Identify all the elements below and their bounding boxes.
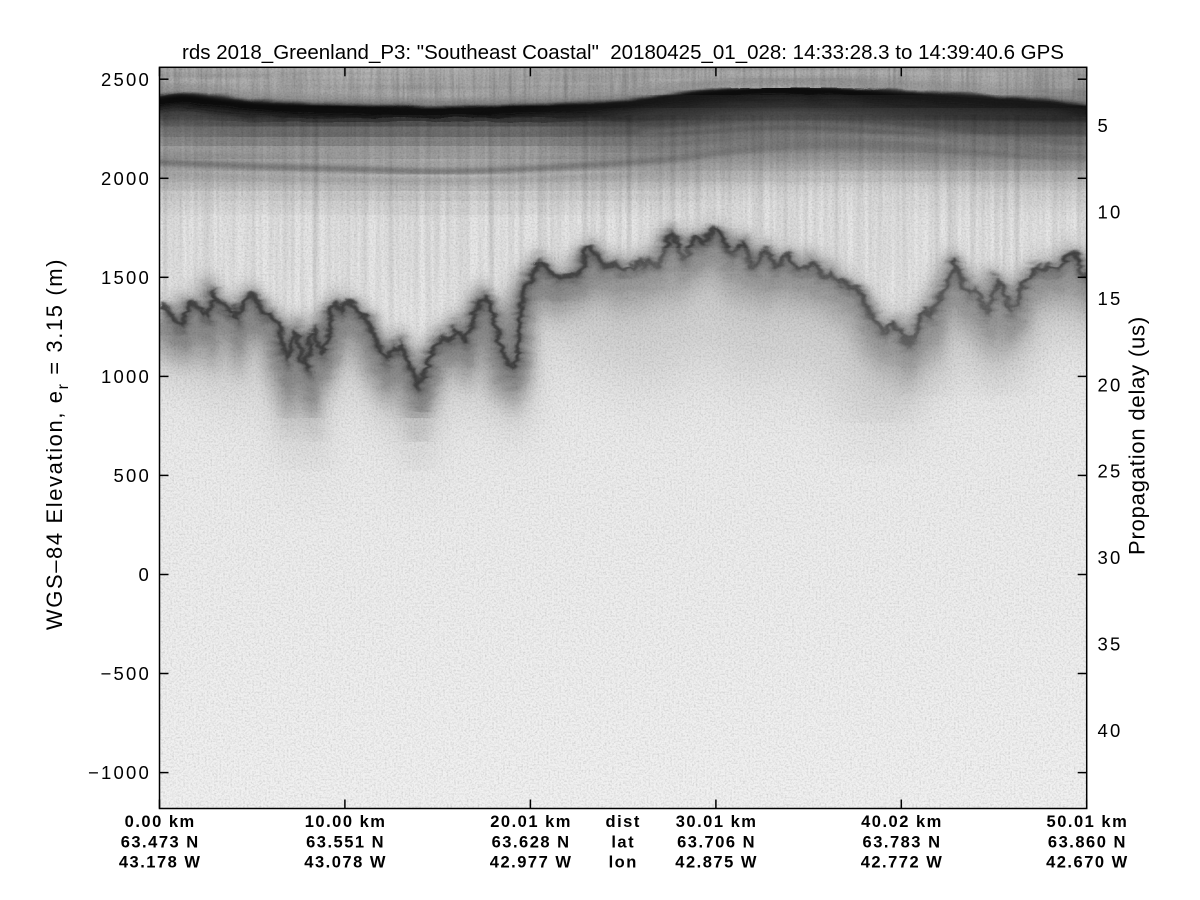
svg-text:43.178 W: 43.178 W (119, 853, 202, 871)
svg-text:63.860 N: 63.860 N (1048, 833, 1127, 851)
svg-text:10: 10 (1098, 201, 1123, 222)
svg-text:0.00 km: 0.00 km (125, 813, 196, 831)
svg-text:42.875 W: 42.875 W (675, 853, 758, 871)
svg-text:1000: 1000 (101, 366, 151, 387)
svg-text:43.078 W: 43.078 W (304, 853, 387, 871)
svg-text:42.670 W: 42.670 W (1046, 853, 1129, 871)
svg-text:lat: lat (611, 833, 635, 851)
svg-text:40.02 km: 40.02 km (861, 813, 943, 831)
svg-text:2500: 2500 (101, 69, 151, 90)
svg-text:0: 0 (139, 564, 152, 585)
svg-text:40: 40 (1098, 720, 1123, 741)
svg-text:15: 15 (1098, 288, 1123, 309)
svg-text:63.628 N: 63.628 N (492, 833, 571, 851)
svg-text:42.772 W: 42.772 W (861, 853, 944, 871)
svg-text:Propagation delay (us): Propagation delay (us) (1125, 316, 1150, 555)
svg-text:lon: lon (609, 853, 638, 871)
svg-text:1500: 1500 (101, 267, 151, 288)
svg-text:500: 500 (114, 465, 151, 486)
svg-text:−500: −500 (101, 663, 151, 684)
svg-text:30: 30 (1098, 547, 1123, 568)
svg-text:63.551 N: 63.551 N (306, 833, 385, 851)
svg-text:42.977 W: 42.977 W (490, 853, 573, 871)
svg-text:20: 20 (1098, 374, 1123, 395)
svg-text:10.00 km: 10.00 km (305, 813, 387, 831)
svg-text:35: 35 (1098, 634, 1123, 655)
svg-text:WGS–84 Elevation, er = 3.15 (m: WGS–84 Elevation, er = 3.15 (m) (42, 258, 72, 630)
svg-text:−1000: −1000 (88, 762, 151, 783)
svg-text:63.783 N: 63.783 N (863, 833, 942, 851)
svg-text:50.01 km: 50.01 km (1047, 813, 1129, 831)
svg-text:63.473 N: 63.473 N (121, 833, 200, 851)
svg-text:5: 5 (1098, 115, 1111, 136)
svg-text:rds 2018_Greenland_P3: "Southe: rds 2018_Greenland_P3: "Southeast Coasta… (182, 41, 1064, 64)
svg-text:dist: dist (606, 813, 641, 831)
svg-text:20.01 km: 20.01 km (490, 813, 572, 831)
svg-text:25: 25 (1098, 461, 1123, 482)
svg-text:2000: 2000 (101, 168, 151, 189)
svg-text:30.01 km: 30.01 km (676, 813, 758, 831)
svg-text:63.706 N: 63.706 N (677, 833, 756, 851)
